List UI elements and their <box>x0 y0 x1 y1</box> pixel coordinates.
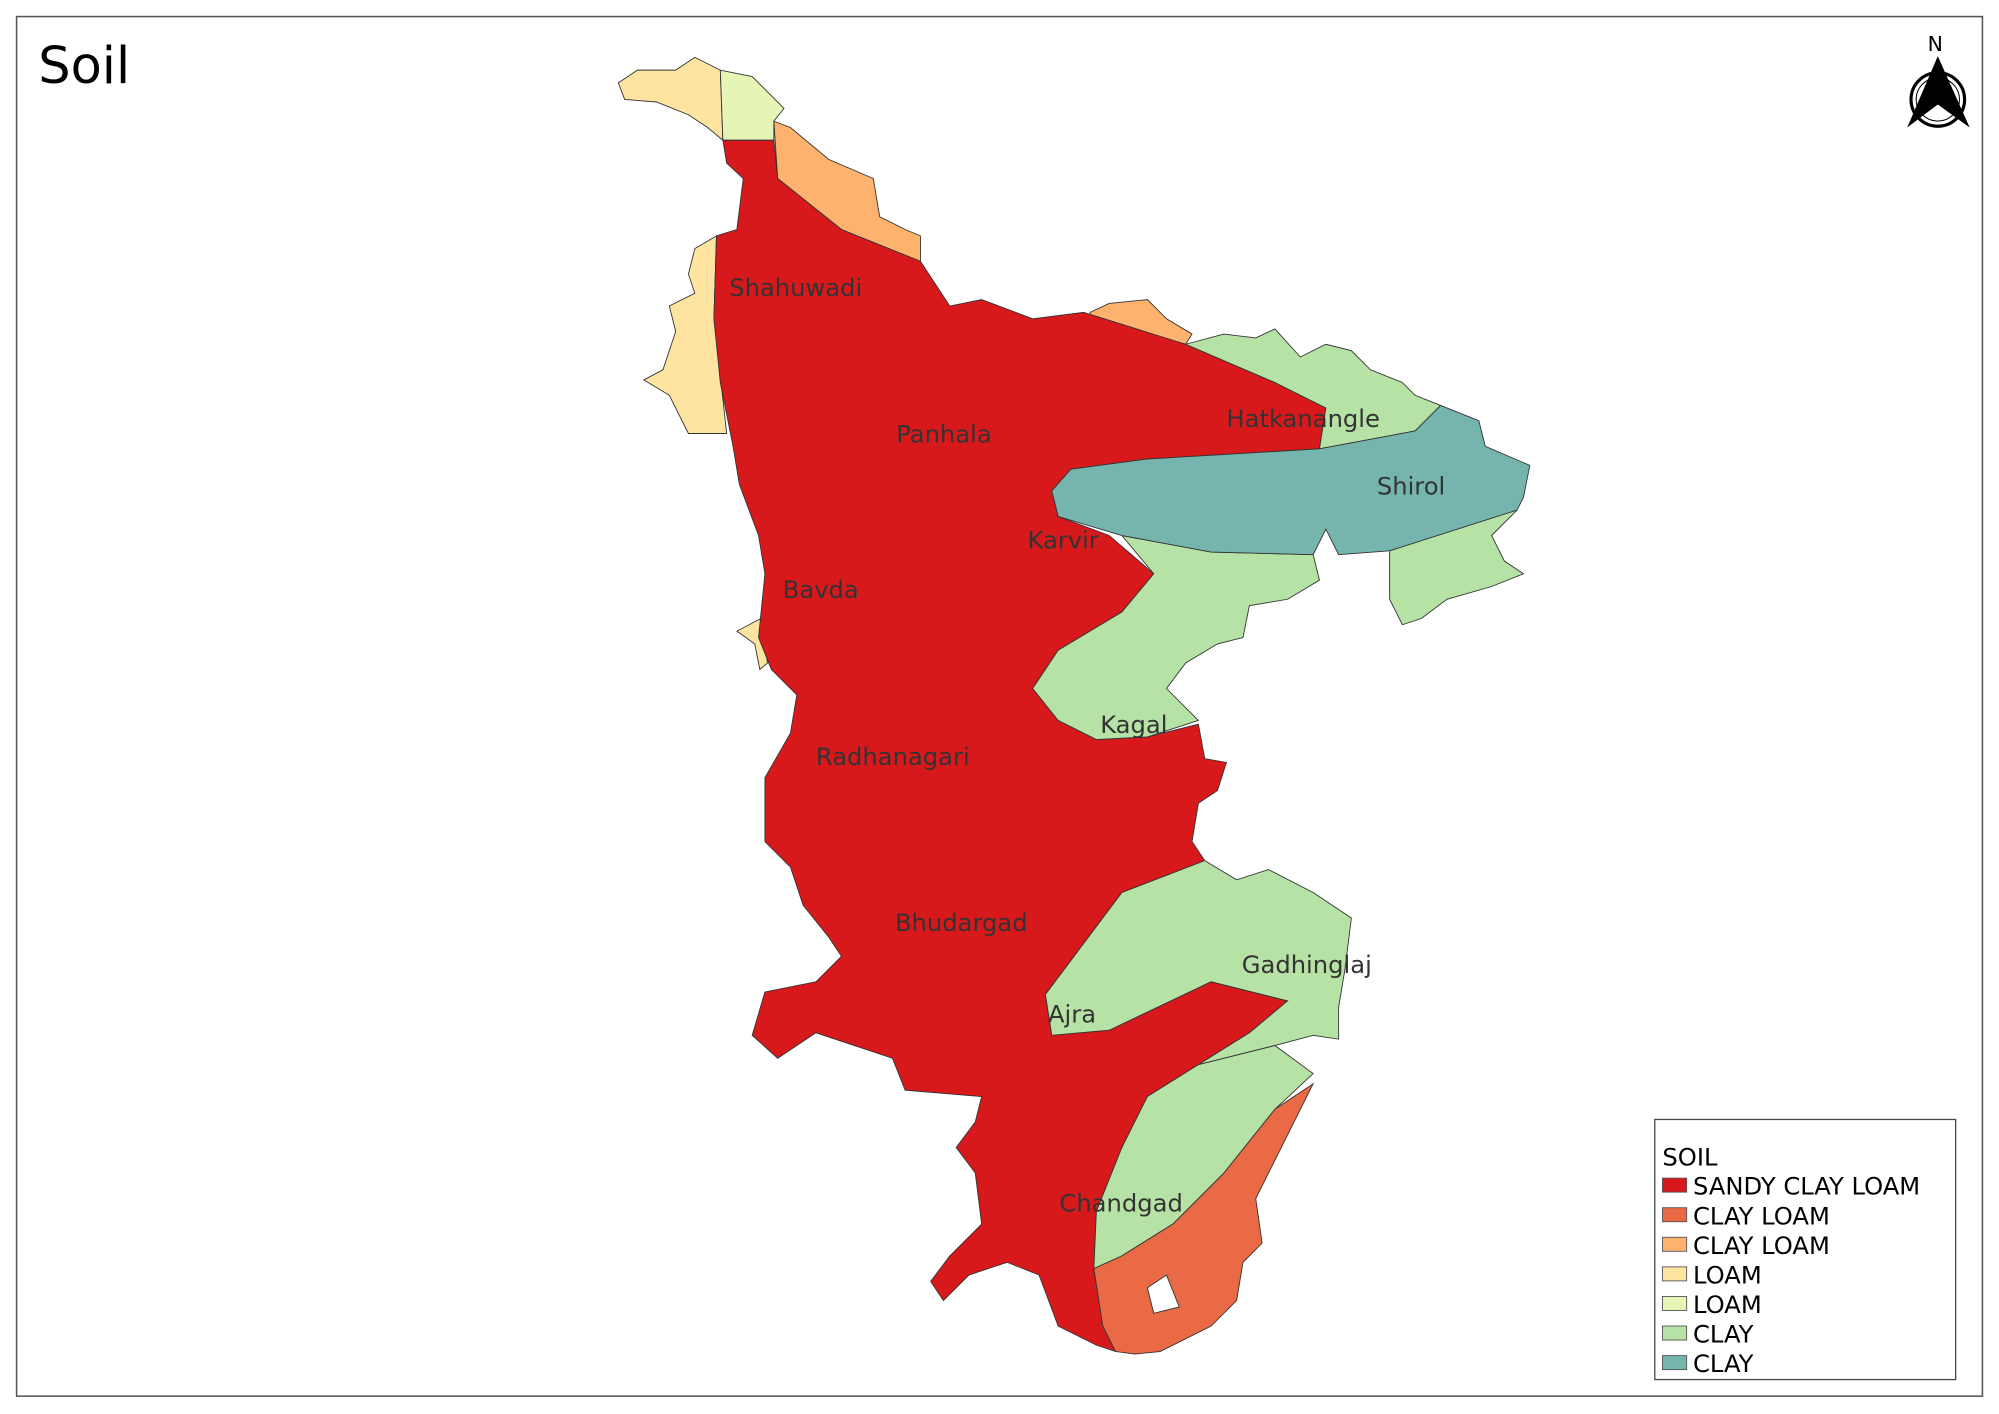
region-clay-gadhinglaj[interactable] <box>1044 860 1352 1066</box>
place-label: Panhala <box>896 420 991 448</box>
legend-label: CLAY <box>1693 1350 1754 1378</box>
legend-item: LOAM <box>1661 1261 1762 1289</box>
north-label: N <box>1928 32 1943 56</box>
place-label: Bavda <box>783 576 859 604</box>
legend-swatch <box>1661 1295 1688 1311</box>
legend-item: CLAY <box>1661 1321 1754 1349</box>
place-label: Shahuwadi <box>729 274 862 302</box>
north-arrow-icon: N <box>1907 32 1970 128</box>
place-label: Karvir <box>1028 526 1099 554</box>
legend-swatch <box>1661 1236 1688 1252</box>
place-label: Radhanagari <box>816 743 970 771</box>
legend-item: CLAY <box>1661 1350 1754 1378</box>
legend-label: CLAY LOAM <box>1693 1232 1830 1260</box>
place-label: Chandgad <box>1059 1189 1182 1217</box>
legend-swatch <box>1661 1266 1688 1282</box>
region-clay-kagal[interactable] <box>1032 534 1321 740</box>
legend-item: SANDY CLAY LOAM <box>1661 1173 1920 1201</box>
legend-item: LOAM <box>1661 1291 1762 1319</box>
place-label: Shirol <box>1377 473 1445 501</box>
legend-label: LOAM <box>1693 1261 1762 1289</box>
place-label: Gadhinglaj <box>1242 951 1372 979</box>
legend-label: CLAY <box>1693 1321 1754 1349</box>
legend-item: CLAY LOAM <box>1661 1202 1830 1230</box>
place-labels: Shahuwadi Panhala Hatkanangle Shirol Kar… <box>729 274 1445 1217</box>
soil-map <box>617 56 1531 1355</box>
legend-swatch <box>1661 1177 1688 1193</box>
place-label: Hatkanangle <box>1226 405 1380 433</box>
legend-item: CLAY LOAM <box>1661 1232 1830 1260</box>
legend-label: LOAM <box>1693 1291 1762 1319</box>
legend-label: SANDY CLAY LOAM <box>1693 1173 1920 1201</box>
legend-swatch <box>1661 1207 1688 1223</box>
legend-swatch <box>1661 1355 1688 1371</box>
legend-title: SOIL <box>1662 1143 1718 1171</box>
region-clay-east[interactable] <box>1389 509 1525 626</box>
region-loam-west-strip[interactable] <box>642 235 728 434</box>
map-title: Soil <box>38 37 130 96</box>
legend-swatch <box>1661 1325 1688 1341</box>
place-label: Bhudargad <box>895 909 1028 937</box>
legend-label: CLAY LOAM <box>1693 1202 1830 1230</box>
region-clay-shirol[interactable] <box>1051 404 1531 556</box>
place-label: Kagal <box>1100 711 1167 739</box>
place-label: Ajra <box>1048 1001 1096 1029</box>
region-hole <box>1146 1274 1180 1314</box>
region-clay-northeast[interactable] <box>1184 328 1442 450</box>
